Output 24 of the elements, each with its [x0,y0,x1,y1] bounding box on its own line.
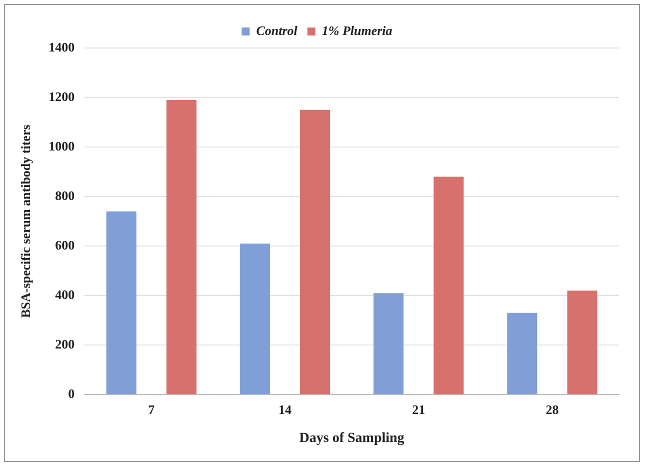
bar [374,293,404,394]
bar [434,176,464,394]
y-tick-label: 1000 [48,138,75,154]
y-tick-label: 600 [55,237,75,252]
y-tick-label: 200 [55,336,75,352]
bar [106,211,136,394]
bar [166,100,196,394]
y-tick-label: 1200 [48,88,75,104]
bar [240,244,270,394]
x-tick-label: 28 [546,402,560,417]
y-tick-label: 400 [55,286,75,302]
bar [507,312,538,394]
x-tick-label: 7 [148,402,156,417]
legend-label: 1% Plumeria [322,22,393,38]
y-tick-label: 0 [68,386,75,401]
bar [300,110,330,394]
legend-label: Control [256,22,298,38]
x-axis-title: Days of Sampling [299,431,404,446]
y-tick-label: 1400 [48,39,75,54]
x-tick-label: 14 [278,402,292,417]
bar [567,290,598,394]
x-tick-label: 21 [412,402,426,417]
y-tick-label: 800 [55,188,75,203]
y-axis-title: BSA-specific serum antibody titers [18,124,34,318]
